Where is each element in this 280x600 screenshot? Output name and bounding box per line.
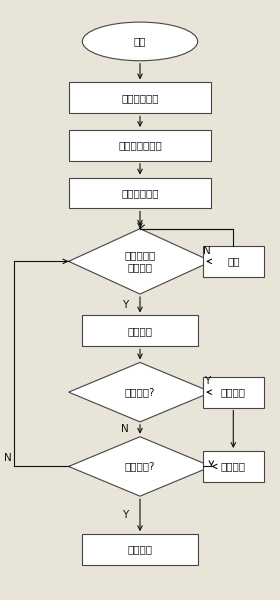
- FancyBboxPatch shape: [69, 82, 211, 113]
- Text: 重启仿真: 重启仿真: [221, 461, 246, 472]
- Text: 结束仿真: 结束仿真: [127, 545, 153, 554]
- Ellipse shape: [82, 22, 198, 61]
- FancyBboxPatch shape: [82, 534, 198, 565]
- Text: Y: Y: [122, 510, 128, 520]
- Text: 设定场景尺寸: 设定场景尺寸: [121, 93, 159, 103]
- Text: N: N: [4, 452, 12, 463]
- Text: 是否有码垛
数据连接: 是否有码垛 数据连接: [124, 251, 156, 272]
- Text: N: N: [121, 424, 129, 434]
- Text: Y: Y: [204, 376, 210, 386]
- Text: 是否结束?: 是否结束?: [125, 461, 155, 472]
- FancyBboxPatch shape: [69, 130, 211, 161]
- Text: 执行仿真: 执行仿真: [127, 326, 153, 336]
- Text: 是否碰撞?: 是否碰撞?: [125, 387, 155, 397]
- FancyBboxPatch shape: [203, 451, 263, 482]
- Polygon shape: [69, 362, 211, 422]
- Text: 开始: 开始: [134, 37, 146, 46]
- Text: Y: Y: [122, 300, 128, 310]
- Text: 弹出警告: 弹出警告: [221, 387, 246, 397]
- FancyBboxPatch shape: [203, 246, 263, 277]
- Text: 等待: 等待: [227, 256, 240, 266]
- Polygon shape: [69, 229, 211, 294]
- Text: 导入码垛机器人: 导入码垛机器人: [118, 140, 162, 151]
- Text: 导入周边装置: 导入周边装置: [121, 188, 159, 198]
- FancyBboxPatch shape: [82, 316, 198, 346]
- FancyBboxPatch shape: [69, 178, 211, 208]
- FancyBboxPatch shape: [203, 377, 263, 407]
- Text: N: N: [203, 245, 211, 256]
- Polygon shape: [69, 437, 211, 496]
